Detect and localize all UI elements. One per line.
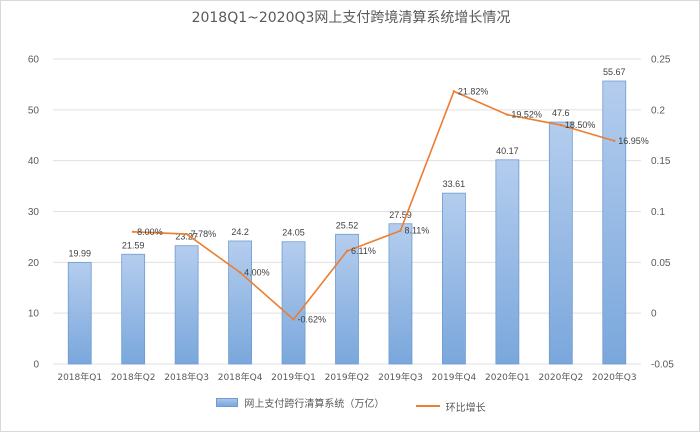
growth-point <box>131 230 135 234</box>
bar <box>602 80 627 365</box>
growth-value-label: 21.82% <box>458 86 489 96</box>
bar-value-label: 24.2 <box>231 227 249 237</box>
bar-value-label: 33.61 <box>443 179 466 189</box>
growth-point <box>399 229 402 232</box>
bar-value-label: 27.59 <box>389 210 412 220</box>
bar <box>67 261 92 365</box>
bar <box>281 241 306 365</box>
y-left-tick-label: 50 <box>28 105 40 116</box>
growth-point <box>345 249 349 253</box>
y-left-tick-label: 40 <box>28 156 40 167</box>
growth-value-label: 4.00% <box>244 268 270 278</box>
bar-value-label: 24.05 <box>282 228 305 238</box>
y-left-tick-label: 0 <box>33 360 39 371</box>
y-right-tick-label: 0 <box>651 309 657 320</box>
bar <box>174 245 199 365</box>
x-category-label: 2020年Q2 <box>538 371 583 383</box>
y-right-tick-label: 0.25 <box>651 55 671 66</box>
chart-legend: 网上支付跨行清算系统（万亿） 环比增长 <box>1 395 700 414</box>
bar-value-label: 19.99 <box>68 248 91 258</box>
bar <box>442 192 466 365</box>
y-left-tick-label: 60 <box>28 55 40 66</box>
growth-value-label: -0.62% <box>298 314 327 324</box>
x-category-label: 2019年Q2 <box>325 371 370 383</box>
y-right-tick-label: 0.1 <box>651 207 665 218</box>
bar <box>388 223 413 365</box>
bar-value-label: 47.6 <box>552 108 570 118</box>
y-left-tick-label: 10 <box>28 309 40 320</box>
growth-point <box>452 90 456 93</box>
bar-value-label: 55.67 <box>603 67 626 77</box>
y-right-tick-label: 0.2 <box>651 105 665 116</box>
bar <box>228 240 252 365</box>
growth-value-label: 6.11% <box>351 246 376 256</box>
growth-point <box>238 271 242 274</box>
legend-bar-label: 网上支付跨行清算系统（万亿） <box>244 399 385 410</box>
legend-item-bars: 网上支付跨行清算系统（万亿） <box>216 395 384 410</box>
x-category-label: 2020年Q1 <box>485 371 530 383</box>
x-category-label: 2019年Q1 <box>271 371 316 383</box>
bar-value-label: 40.17 <box>496 146 519 156</box>
growth-point <box>185 232 188 236</box>
x-category-label: 2018年Q2 <box>111 371 156 383</box>
bar-value-label: 25.52 <box>336 220 359 230</box>
y-right-tick-label: 0.15 <box>651 156 671 167</box>
bar <box>335 233 359 365</box>
y-left-tick-label: 30 <box>28 207 40 218</box>
y-right-tick-label: 0.05 <box>651 258 671 269</box>
growth-line <box>133 90 615 321</box>
x-category-label: 2020年Q3 <box>592 371 637 383</box>
x-category-label: 2019年Q3 <box>378 371 423 383</box>
growth-value-label: 16.95% <box>618 136 649 146</box>
growth-value-label: 19.52% <box>511 110 542 120</box>
legend-line-swatch <box>415 405 440 407</box>
legend-line-label: 环比增长 <box>445 402 486 414</box>
growth-point <box>613 139 616 143</box>
y-left-tick-label: 20 <box>28 258 40 269</box>
growth-point <box>506 113 509 116</box>
growth-value-label: 8.11% <box>404 226 429 236</box>
legend-item-line: 环比增长 <box>415 399 486 414</box>
chart-title: 2018Q1~2020Q3网上支付跨境清算系统增长情况 <box>191 10 511 26</box>
growth-point <box>559 123 563 127</box>
y-right-tick-label: -0.05 <box>651 360 674 371</box>
x-category-label: 2019年Q4 <box>432 371 477 383</box>
legend-bar-swatch <box>216 398 239 407</box>
bar-value-label: 21.59 <box>122 240 145 250</box>
bar <box>121 253 146 365</box>
x-category-label: 2018年Q4 <box>218 371 263 383</box>
bar-value-label: 23.27 <box>175 232 198 242</box>
bar <box>548 121 573 365</box>
growth-value-label: 7.78% <box>191 229 217 239</box>
growth-value-label: 8.00% <box>137 227 163 237</box>
bar <box>495 159 520 365</box>
growth-value-label: 18.50% <box>565 120 596 130</box>
x-category-label: 2018年Q1 <box>57 371 102 383</box>
growth-point <box>292 318 295 321</box>
x-category-label: 2018年Q3 <box>164 371 209 383</box>
